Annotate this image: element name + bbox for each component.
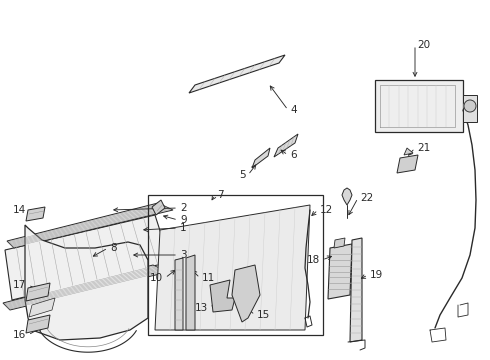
Text: 9: 9 [180, 215, 187, 225]
Text: 10: 10 [150, 273, 163, 283]
Polygon shape [375, 80, 463, 132]
Polygon shape [463, 95, 477, 122]
Text: 19: 19 [370, 270, 383, 280]
Polygon shape [186, 255, 195, 330]
Text: 8: 8 [110, 243, 117, 253]
Polygon shape [350, 238, 362, 342]
Text: 4: 4 [290, 105, 296, 115]
Polygon shape [26, 283, 50, 301]
Text: 21: 21 [417, 143, 430, 153]
Text: 7: 7 [217, 190, 223, 200]
Polygon shape [252, 148, 270, 168]
Text: 13: 13 [195, 303, 208, 313]
Text: 1: 1 [180, 223, 187, 233]
Text: 15: 15 [257, 310, 270, 320]
Circle shape [464, 100, 476, 112]
Polygon shape [232, 265, 260, 322]
Text: 14: 14 [13, 205, 26, 215]
Polygon shape [404, 148, 413, 155]
Polygon shape [274, 134, 298, 157]
Text: 20: 20 [417, 40, 430, 50]
Text: 6: 6 [290, 150, 296, 160]
Polygon shape [175, 258, 183, 330]
Polygon shape [189, 55, 285, 93]
Polygon shape [210, 280, 235, 312]
Text: 5: 5 [240, 170, 246, 180]
Polygon shape [29, 298, 55, 317]
Polygon shape [26, 315, 50, 333]
Polygon shape [26, 207, 45, 221]
Bar [148, 195, 323, 335]
Polygon shape [152, 200, 165, 215]
Polygon shape [7, 203, 173, 248]
Text: 17: 17 [13, 280, 26, 290]
Polygon shape [342, 188, 352, 205]
Polygon shape [25, 225, 148, 340]
Polygon shape [328, 244, 352, 299]
Polygon shape [334, 238, 345, 248]
Text: 11: 11 [202, 273, 215, 283]
Text: 3: 3 [180, 250, 187, 260]
Text: 12: 12 [320, 205, 333, 215]
Text: 18: 18 [307, 255, 320, 265]
Polygon shape [5, 215, 170, 300]
Text: 16: 16 [13, 330, 26, 340]
Polygon shape [397, 155, 418, 173]
Polygon shape [155, 205, 310, 330]
Text: 22: 22 [360, 193, 373, 203]
Text: 2: 2 [180, 203, 187, 213]
Polygon shape [3, 265, 168, 310]
